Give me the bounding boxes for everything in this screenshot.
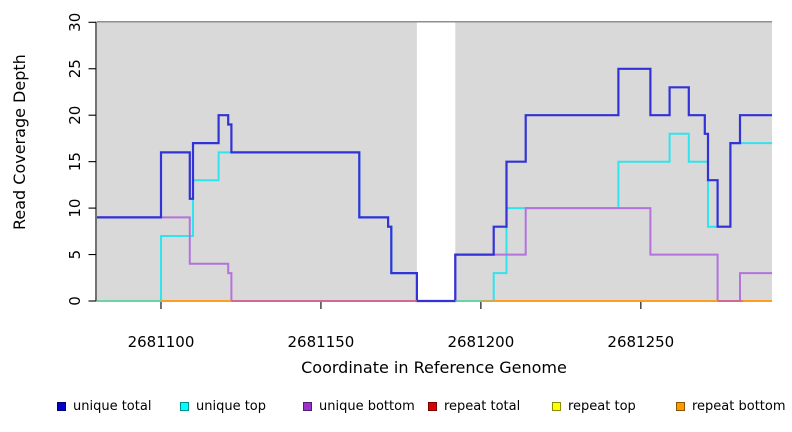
legend-swatch-unique-bottom <box>303 402 312 411</box>
legend-item-unique-bottom: unique bottom <box>303 399 415 414</box>
legend-label: unique total <box>73 399 152 414</box>
legend-label: repeat bottom <box>692 399 786 414</box>
y-tick-label: 5 <box>66 250 84 260</box>
series-line-unique-total <box>97 67 772 303</box>
x-axis-title: Coordinate in Reference Genome <box>301 358 567 377</box>
y-tick-label: 0 <box>66 296 84 306</box>
legend-swatch-repeat-top <box>552 402 561 411</box>
y-tick-label: 30 <box>66 13 84 32</box>
legend-swatch-unique-top <box>180 402 189 411</box>
legend-label: repeat total <box>444 399 521 414</box>
legend-label: unique bottom <box>319 399 415 414</box>
y-tick-label: 25 <box>66 59 84 78</box>
legend-swatch-unique-total <box>57 402 66 411</box>
legend-swatch-repeat-total <box>428 402 437 411</box>
legend-swatch-repeat-bottom <box>676 402 685 411</box>
y-tick-label: 15 <box>66 152 84 171</box>
legend-label: repeat top <box>568 399 636 414</box>
legend-label: unique top <box>196 399 267 414</box>
x-tick-label: 2681100 <box>128 333 195 351</box>
legend-item-unique-top: unique top <box>180 399 266 414</box>
legend: unique total unique top unique bottom repea… <box>0 399 792 419</box>
legend-item-unique-total: unique total <box>57 399 151 414</box>
plot-background-left <box>97 21 417 302</box>
x-tick-label: 2681250 <box>607 333 674 351</box>
legend-item-repeat-total: repeat total <box>428 399 520 414</box>
y-axis-title: Read Coverage Depth <box>10 54 29 230</box>
plot-background-right <box>455 21 772 302</box>
legend-item-repeat-top: repeat top <box>552 399 636 414</box>
y-tick-label: 20 <box>66 106 84 125</box>
y-tick-label: 10 <box>66 199 84 218</box>
legend-item-repeat-bottom: repeat bottom <box>676 399 786 414</box>
x-tick-label: 2681150 <box>288 333 355 351</box>
x-tick-label: 2681200 <box>447 333 514 351</box>
